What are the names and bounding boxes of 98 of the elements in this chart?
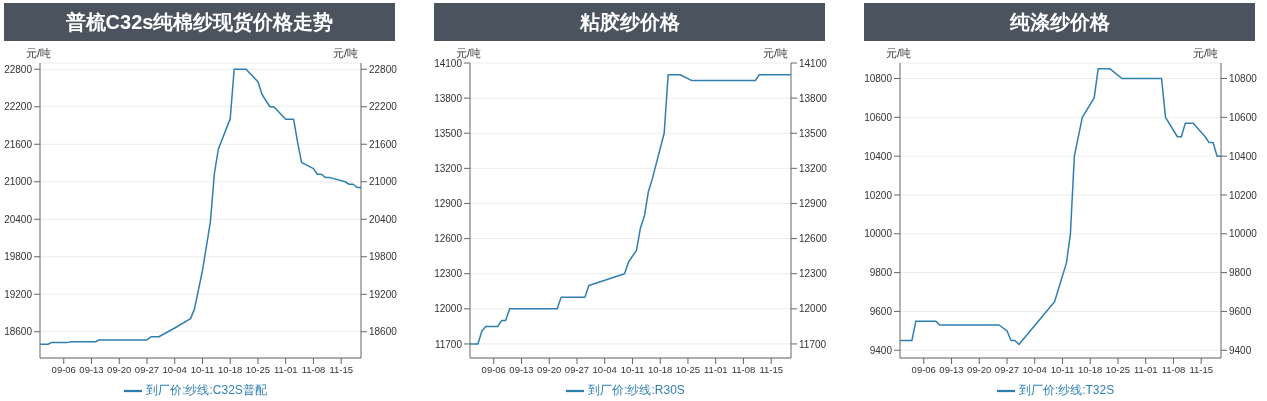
x-tick-label: 11-08 <box>301 363 326 375</box>
y-tick-label: 13500 <box>434 127 463 139</box>
y-axis-title: 元/吨 <box>886 46 912 61</box>
y2-tick-label: 19200 <box>369 288 398 300</box>
legend-label: 到厂价:纱线:T32S <box>1018 383 1115 398</box>
line-series <box>900 68 1221 346</box>
y2-tick-label: 11700 <box>799 338 827 350</box>
y2-axis-title: 元/吨 <box>1193 46 1219 61</box>
x-tick-label: 11-15 <box>329 363 353 375</box>
x-tick-label: 09-06 <box>911 363 936 375</box>
x-tick-label: 11-08 <box>1161 363 1186 375</box>
chart-title: 粘胶纱价格 <box>434 3 825 41</box>
line-series <box>470 73 791 345</box>
y-tick-label: 10400 <box>864 150 893 162</box>
x-tick-label: 09-13 <box>79 363 104 375</box>
x-tick-label: 10-25 <box>1105 363 1131 375</box>
y2-tick-label: 21000 <box>369 176 398 188</box>
x-tick-label: 09-06 <box>481 363 506 375</box>
y-tick-label: 22800 <box>4 63 33 75</box>
x-tick-label: 10-18 <box>1078 363 1103 375</box>
legend-label: 到厂价:纱线:C32S普配 <box>146 383 267 398</box>
x-tick-label: 10-11 <box>190 363 215 375</box>
y-tick-label: 19800 <box>4 251 33 263</box>
x-tick-label: 11-08 <box>731 363 756 375</box>
x-tick-label: 11-01 <box>273 363 298 375</box>
y2-tick-label: 9400 <box>1229 344 1252 356</box>
x-tick-label: 09-13 <box>939 363 964 375</box>
line-series <box>40 68 361 345</box>
y-tick-label: 20400 <box>4 213 33 225</box>
y2-tick-label: 21600 <box>369 138 398 150</box>
x-tick-label: 11-01 <box>703 363 728 375</box>
y2-tick-label: 13200 <box>799 162 828 174</box>
x-tick-label: 10-18 <box>218 363 243 375</box>
y-tick-label: 10200 <box>864 189 893 201</box>
y2-tick-label: 20400 <box>369 213 398 225</box>
y-tick-label: 14100 <box>434 57 463 69</box>
y-tick-label: 12000 <box>434 303 463 315</box>
y-tick-label: 21000 <box>4 176 33 188</box>
legend-label: 到厂价:纱线:R30S <box>588 383 685 398</box>
x-tick-label: 10-11 <box>620 363 645 375</box>
y2-tick-label: 12000 <box>799 303 828 315</box>
x-tick-label: 10-25 <box>245 363 271 375</box>
y2-tick-label: 13800 <box>799 92 828 104</box>
x-tick-label: 10-04 <box>592 363 617 375</box>
y2-tick-label: 12900 <box>799 198 828 210</box>
y-tick-label: 9400 <box>869 344 893 356</box>
y-tick-label: 21600 <box>4 138 33 150</box>
y2-tick-label: 9800 <box>1229 267 1252 279</box>
y2-tick-label: 10000 <box>1229 228 1258 240</box>
y-tick-label: 10800 <box>864 73 893 85</box>
x-tick-label: 10-04 <box>162 363 187 375</box>
x-tick-label: 11-01 <box>1133 363 1158 375</box>
x-tick-label: 11-15 <box>759 363 783 375</box>
y2-tick-label: 10200 <box>1229 189 1258 201</box>
y2-tick-label: 18600 <box>369 326 398 338</box>
y-axis-title: 元/吨 <box>26 46 52 61</box>
chart-title: 纯涤纱价格 <box>864 3 1255 41</box>
y2-tick-label: 22200 <box>369 101 398 113</box>
chart-title: 普梳C32s纯棉纱现货价格走势 <box>4 3 395 41</box>
y2-tick-label: 22800 <box>369 63 398 75</box>
x-tick-label: 10-11 <box>1050 363 1075 375</box>
x-tick-label: 10-18 <box>648 363 673 375</box>
y2-tick-label: 9600 <box>1229 305 1252 317</box>
x-tick-label: 09-27 <box>564 363 590 375</box>
y2-axis-title: 元/吨 <box>763 46 789 61</box>
y-axis-title: 元/吨 <box>456 46 482 60</box>
y-tick-label: 9600 <box>869 305 893 317</box>
x-tick-label: 09-20 <box>967 363 992 375</box>
y-tick-label: 22200 <box>4 101 33 113</box>
y2-tick-label: 12600 <box>799 233 828 245</box>
y2-tick-label: 10600 <box>1229 111 1258 123</box>
x-tick-label: 11-15 <box>1189 363 1213 375</box>
x-tick-label: 09-20 <box>537 363 562 375</box>
y-tick-label: 18600 <box>4 326 33 338</box>
x-tick-label: 09-06 <box>51 363 76 375</box>
y-tick-label: 10000 <box>864 228 893 240</box>
y2-tick-label: 13500 <box>799 127 828 139</box>
y2-tick-label: 12300 <box>799 268 828 280</box>
x-tick-label: 10-04 <box>1022 363 1047 375</box>
y2-tick-label: 10800 <box>1229 73 1258 85</box>
y-tick-label: 19200 <box>4 288 33 300</box>
y-tick-label: 13200 <box>434 162 463 174</box>
y-tick-label: 10600 <box>864 111 893 123</box>
y2-axis-title: 元/吨 <box>333 46 359 61</box>
y2-tick-label: 14100 <box>799 57 828 69</box>
x-tick-label: 10-25 <box>675 363 701 375</box>
y2-tick-label: 10400 <box>1229 150 1258 162</box>
y-tick-label: 9800 <box>869 267 893 279</box>
x-tick-label: 09-27 <box>134 363 160 375</box>
x-tick-label: 09-27 <box>994 363 1020 375</box>
y-tick-label: 12600 <box>434 233 463 245</box>
x-tick-label: 09-13 <box>509 363 534 375</box>
y2-tick-label: 19800 <box>369 251 398 263</box>
y-tick-label: 12300 <box>434 268 463 280</box>
y-tick-label: 11700 <box>434 338 463 350</box>
y-tick-label: 12900 <box>434 198 463 210</box>
x-tick-label: 09-20 <box>107 363 132 375</box>
y-tick-label: 13800 <box>434 92 463 104</box>
